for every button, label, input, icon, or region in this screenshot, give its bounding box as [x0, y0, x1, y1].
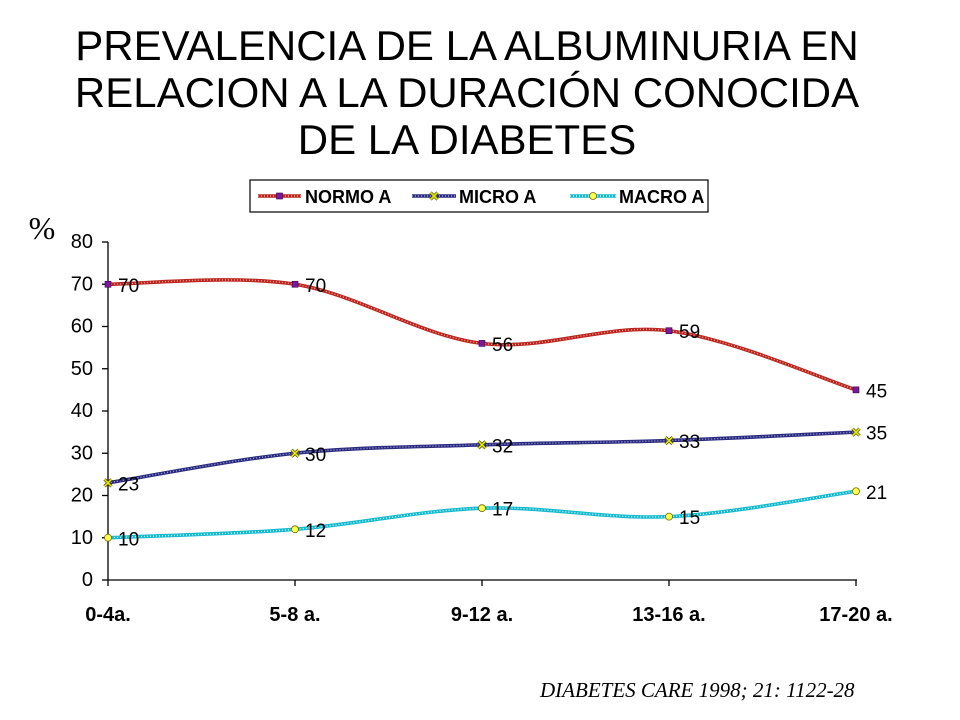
series-normo-a: [106, 278, 858, 392]
series-macro-a: [106, 489, 858, 540]
data-label-normo-a: 70: [118, 276, 139, 297]
x-tick-label: 5-8 a.: [269, 604, 320, 626]
data-point-marker-macro-a: [852, 487, 860, 496]
series-micro-a: [106, 430, 858, 485]
legend-marker-micro-a-glyph: [429, 191, 439, 201]
legend-item-micro-a: MICRO A: [412, 187, 536, 207]
series-points-macro-a: 10 12 17 15 21: [104, 483, 887, 550]
legend: NORMO A MICRO A MACRO A: [249, 179, 709, 213]
x-tick-label: 17-20 a.: [819, 604, 892, 626]
legend-item-macro-a: MACRO A: [570, 187, 704, 207]
data-label-micro-a: 33: [679, 432, 700, 453]
series-line-texture-micro-a: [107, 431, 857, 484]
y-tick-label: 70: [71, 273, 93, 295]
data-point-marker-micro-a-glyph: [477, 440, 487, 449]
axes: 0 10 20 30 40 50 60 70 80 0-4a. 5-8 a. 9-12 a. 13-16…: [71, 231, 893, 626]
y-tick-label: 50: [71, 358, 93, 380]
data-label-micro-a: 30: [305, 445, 326, 466]
y-tick-label: 10: [71, 527, 93, 549]
series-line-micro-a: [106, 430, 858, 485]
data-point-marker-micro-a-glyph: [103, 478, 113, 487]
y-tick-label: 0: [82, 569, 93, 591]
data-point-marker-micro-a: [290, 448, 300, 458]
data-point-marker-normo-a: [852, 386, 860, 394]
data-label-macro-a: 12: [305, 521, 326, 542]
legend-item-normo-a: NORMO A: [258, 187, 391, 207]
series-line-texture-normo-a: [107, 279, 857, 391]
series-points-normo-a: 70 70 56 59 45: [104, 276, 887, 402]
data-label-micro-a: 35: [866, 424, 887, 445]
data-point-marker-macro-a: [478, 504, 486, 513]
data-point-marker-macro-a: [104, 533, 112, 542]
data-point-marker-normo-a: [665, 327, 673, 335]
legend-label-macro-a: MACRO A: [619, 187, 704, 207]
data-point-marker-micro-a: [477, 440, 487, 450]
data-label-normo-a: 45: [866, 381, 887, 402]
data-point-marker-normo-a: [104, 280, 112, 288]
series-line-normo-a: [106, 278, 858, 392]
legend-marker-macro-a: [589, 192, 597, 200]
y-tick-label: 20: [71, 485, 93, 507]
data-label-micro-a: 32: [492, 436, 513, 457]
series-points-micro-a: 23 30 32 33 35: [103, 424, 887, 495]
x-tick-label: 13-16 a.: [632, 604, 705, 626]
y-tick-label: 60: [71, 316, 93, 338]
data-point-marker-normo-a: [478, 340, 486, 347]
data-label-micro-a: 23: [118, 474, 139, 495]
x-tick-label: 0-4a.: [85, 604, 131, 626]
data-point-marker-macro-a: [291, 525, 299, 534]
data-point-marker-micro-a: [664, 436, 674, 446]
x-tick-label: 9-12 a.: [451, 604, 513, 626]
series-line-macro-a: [106, 489, 858, 540]
data-point-marker-micro-a: [103, 478, 113, 488]
y-axis-title: %: [29, 210, 56, 246]
data-point-marker-normo-a: [291, 280, 299, 288]
data-label-macro-a: 17: [492, 500, 513, 521]
data-point-marker-micro-a-glyph: [851, 428, 861, 437]
chart-title: PREVALENCIA DE LA ALBUMINURIA EN RELACIO…: [74, 22, 860, 163]
data-point-marker-micro-a-glyph: [664, 436, 674, 445]
data-label-macro-a: 15: [679, 508, 700, 529]
y-tick-label: 30: [71, 442, 93, 464]
data-point-marker-micro-a: [851, 427, 861, 437]
data-label-normo-a: 56: [492, 335, 513, 356]
data-label-macro-a: 10: [118, 529, 139, 550]
citation: DIABETES CARE 1998; 21: 1122-28: [540, 678, 855, 702]
data-point-marker-micro-a-glyph: [290, 449, 300, 458]
legend-label-normo-a: NORMO A: [305, 187, 391, 207]
data-label-normo-a: 59: [679, 322, 700, 343]
legend-marker-micro-a: [429, 191, 439, 201]
legend-label-micro-a: MICRO A: [459, 187, 536, 207]
series-line-texture-macro-a: [107, 490, 857, 539]
legend-box: [249, 179, 709, 213]
legend-marker-normo-a: [276, 192, 283, 200]
y-tick-label: 40: [71, 400, 93, 422]
y-tick-label: 80: [71, 231, 93, 253]
data-label-macro-a: 21: [866, 483, 887, 504]
data-label-normo-a: 70: [305, 276, 326, 297]
data-point-marker-macro-a: [665, 512, 673, 521]
